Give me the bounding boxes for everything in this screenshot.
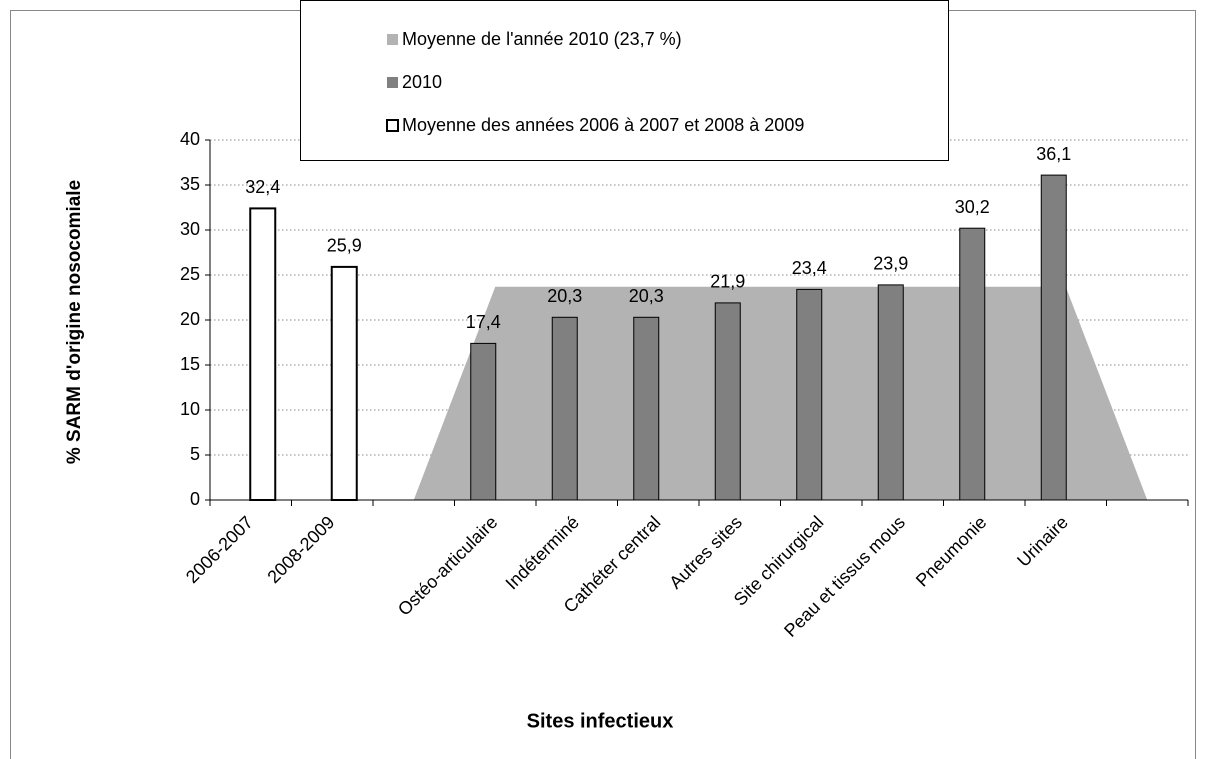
y-tick-label: 15: [180, 354, 200, 374]
bar: [796, 288, 823, 501]
data-label: 20,3: [629, 286, 664, 306]
legend-label: 2010: [402, 72, 442, 92]
y-axis-title: % SARM d'origine nosocomiale: [64, 180, 85, 464]
area: [413, 286, 1148, 500]
y-tick-label: 35: [180, 174, 200, 194]
legend: [300, 0, 949, 161]
data-label: 17,4: [466, 312, 501, 332]
y-tick-label: 10: [180, 399, 200, 419]
y-tick-label: 25: [180, 264, 200, 284]
y-tick-label: 5: [190, 444, 200, 464]
bar: [1040, 174, 1067, 501]
bar: [959, 227, 986, 501]
legend-swatch: [387, 34, 398, 45]
y-tick-label: 40: [180, 129, 200, 149]
bar: [877, 284, 904, 501]
y-tick-label: 30: [180, 219, 200, 239]
bar: [330, 265, 358, 501]
legend-swatch: [386, 119, 399, 132]
data-label: 30,2: [955, 197, 990, 217]
y-tick-label: 0: [190, 489, 200, 509]
data-label: 21,9: [710, 272, 745, 292]
legend-label: Moyenne des années 2006 à 2007 et 2008 à…: [402, 115, 804, 135]
legend-swatch: [387, 77, 398, 88]
bar: [470, 342, 497, 501]
bar: [714, 302, 741, 501]
bar: [551, 316, 578, 501]
data-label: 36,1: [1036, 144, 1071, 164]
legend-label: Moyenne de l'année 2010 (23,7 %): [402, 29, 682, 49]
data-label: 23,4: [792, 258, 827, 278]
y-tick-label: 20: [180, 309, 200, 329]
data-label: 20,3: [547, 286, 582, 306]
x-axis-title: Sites infectieux: [527, 710, 674, 732]
data-label: 23,9: [873, 254, 908, 274]
bar: [633, 316, 660, 501]
data-label: 25,9: [327, 236, 362, 256]
bar: [249, 207, 277, 501]
data-label: 32,4: [245, 177, 280, 197]
